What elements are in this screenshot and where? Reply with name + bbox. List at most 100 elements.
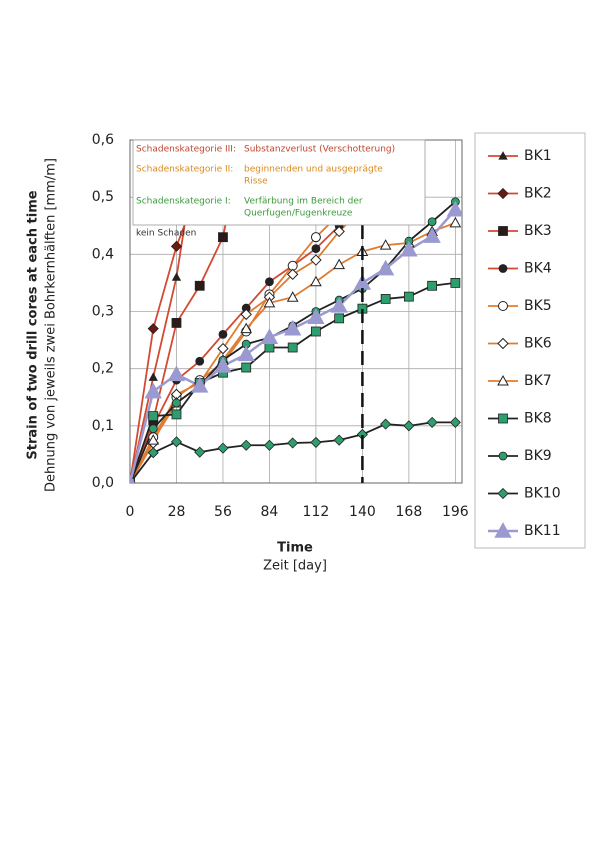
legend-item: BK7 [488,373,552,389]
legend-label: BK2 [524,186,552,202]
x-tick-label: 168 [396,504,423,520]
marker [497,374,509,386]
legend-label: BK8 [524,411,552,427]
legend-box [474,132,586,549]
marker [218,112,228,122]
marker [400,240,418,257]
marker [427,124,437,134]
marker [241,362,252,373]
marker [497,487,509,500]
marker [497,337,509,350]
marker [405,125,413,133]
marker [171,409,182,420]
legend-item: BK4 [488,261,552,277]
legend-item: BK5 [488,298,552,314]
annotation-description: Verfärbung im Bereich der [244,197,363,207]
marker [307,308,325,325]
marker [446,200,462,217]
legend-item: BK6 [488,336,552,352]
x-tick-label: 0 [126,504,135,520]
y-tick-label: 0,4 [92,246,114,262]
annotation-box [132,139,426,226]
marker [379,239,392,250]
marker [194,280,205,291]
marker [194,446,206,458]
marker [449,216,462,228]
x-tick-label: 140 [349,504,376,520]
marker [311,326,321,337]
legend-label: BK11 [524,523,561,539]
marker [170,436,183,448]
marker [498,301,508,311]
marker [242,118,251,127]
marker [334,313,345,324]
legend-item: BK10 [488,486,561,502]
marker [217,342,229,355]
marker [333,258,346,270]
marker [265,277,274,287]
marker [284,319,302,336]
y-tick-label: 0,0 [92,475,114,491]
legend-label: BK3 [524,223,552,239]
marker [218,232,228,243]
marker [380,294,391,304]
x-tick-label: 56 [214,504,232,520]
annotation-category: Schadenskategorie I: [136,197,231,207]
marker [311,244,321,254]
marker [498,451,508,461]
y-tick-label: 0,3 [92,304,114,320]
marker [404,113,413,122]
annotation-description: Querfugen/Fugenkreuze [244,209,353,219]
legend-label: BK4 [524,261,552,277]
marker [498,151,508,160]
legend-item: BK8 [488,411,552,427]
marker [147,323,159,335]
marker [171,318,182,328]
marker [240,439,252,451]
annotation-category: Schadenskategorie II: [136,165,233,175]
marker [214,356,232,373]
marker [497,187,509,200]
marker [167,365,186,382]
marker [195,356,205,366]
marker [403,420,415,432]
marker [427,217,437,227]
marker [426,416,438,428]
marker [264,342,275,353]
marker [498,413,508,424]
y-tick-label: 0,2 [92,361,114,377]
x-tick-label: 28 [168,504,186,520]
marker [196,125,204,132]
marker [217,442,229,454]
legend-item: BK9 [488,448,552,464]
marker [218,329,228,339]
x-axis-subtitle: Zeit [day] [263,559,327,574]
marker [172,398,181,408]
marker [263,296,276,308]
marker [148,411,159,422]
marker [263,439,276,451]
y-tick-label: 0,1 [92,418,114,434]
marker [310,436,322,448]
marker [286,268,299,281]
annotation-description: beginnenden und ausgeprägte [244,165,383,175]
marker [449,416,461,428]
legend-item: BK3 [488,223,552,239]
marker [170,240,183,252]
marker [191,376,209,393]
marker [147,447,159,459]
y-tick-label: 0,6 [92,132,114,148]
plot-area: Schadenskategorie III: Substanzverlust (V… [129,112,463,484]
marker [403,291,414,302]
y-tick-label: 0,5 [92,189,114,205]
marker [287,342,298,353]
marker [427,280,438,291]
y-axis-title: Strain of two drill cores at each time [26,190,41,459]
legend-label: BK7 [524,373,552,389]
marker [450,278,461,288]
marker [423,227,441,243]
legend-item: BK1 [488,148,552,164]
marker [380,418,392,430]
marker [286,291,299,302]
